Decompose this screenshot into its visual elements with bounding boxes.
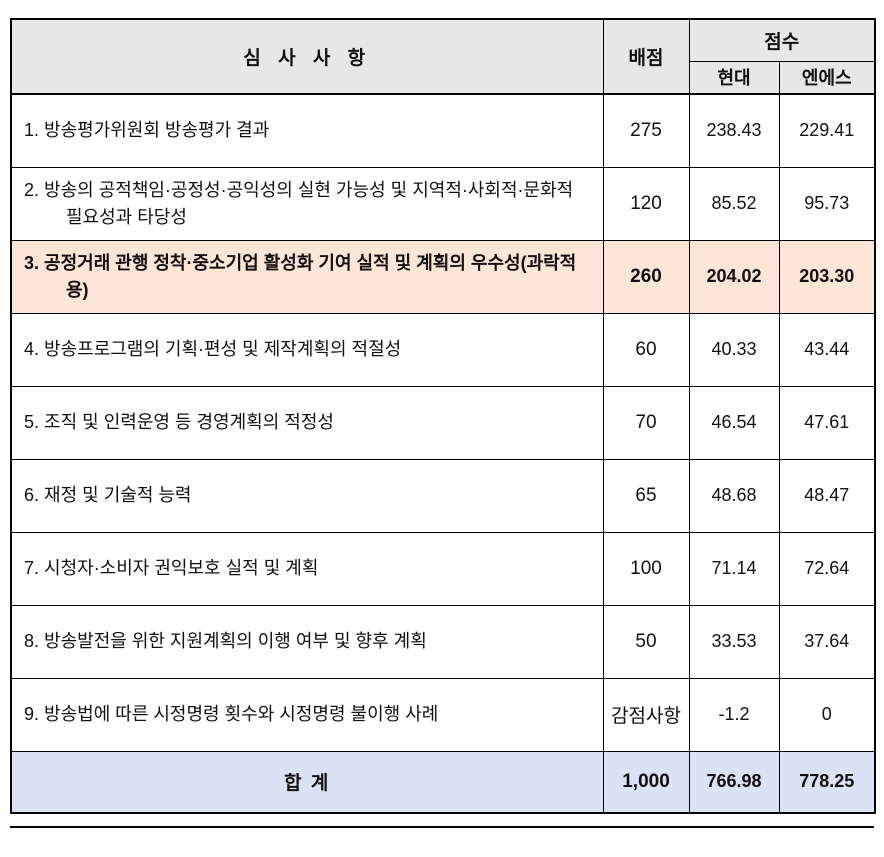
bottom-double-rule: [10, 826, 874, 828]
score-ns-cell: 95.73: [778, 166, 876, 241]
points-cell: 감점사항: [602, 677, 690, 752]
points-cell: 275: [602, 93, 690, 168]
criteria-cell: 4. 방송프로그램의 기획·편성 및 제작계획의 적절성: [10, 312, 604, 387]
criteria-cell: 2. 방송의 공적책임·공정성·공익성의 실현 가능성 및 지역적·사회적·문화…: [10, 166, 604, 241]
table-row: 2. 방송의 공적책임·공정성·공익성의 실현 가능성 및 지역적·사회적·문화…: [10, 166, 876, 241]
table-row: 7. 시청자·소비자 권익보호 실적 및 계획 100 71.14 72.64: [10, 531, 876, 606]
criteria-cell: 1. 방송평가위원회 방송평가 결과: [10, 93, 604, 168]
total-score-hyundai-cell: 766.98: [688, 750, 780, 814]
score-ns-cell: 72.64: [778, 531, 876, 606]
score-ns-cell: 48.47: [778, 458, 876, 533]
score-hyundai-cell: 48.68: [688, 458, 780, 533]
table-row: 4. 방송프로그램의 기획·편성 및 제작계획의 적절성 60 40.33 43.44: [10, 312, 876, 387]
header-points: 배점: [602, 18, 690, 95]
score-hyundai-cell: 238.43: [688, 93, 780, 168]
points-cell: 65: [602, 458, 690, 533]
points-cell: 70: [602, 385, 690, 460]
criteria-cell: 6. 재정 및 기술적 능력: [10, 458, 604, 533]
points-cell: 120: [602, 166, 690, 241]
table-header: 심 사 사 항 배점 점수 현대 엔에스: [10, 18, 876, 95]
table-footer: 합 계 1,000 766.98 778.25: [10, 750, 876, 814]
score-hyundai-cell: 46.54: [688, 385, 780, 460]
evaluation-table: 심 사 사 항 배점 점수 현대 엔에스 1. 방송평가위원회 방송평가 결과 2…: [10, 18, 876, 814]
points-cell: 60: [602, 312, 690, 387]
header-criteria: 심 사 사 항: [10, 18, 604, 95]
score-hyundai-cell: 33.53: [688, 604, 780, 679]
score-ns-cell: 37.64: [778, 604, 876, 679]
score-hyundai-cell: -1.2: [688, 677, 780, 752]
score-ns-cell: 229.41: [778, 93, 876, 168]
criteria-cell: 3. 공정거래 관행 정착·중소기업 활성화 기여 실적 및 계획의 우수성(과…: [10, 239, 604, 314]
table-body: 1. 방송평가위원회 방송평가 결과 275 238.43 229.41 2. 방송의 …: [10, 93, 876, 752]
table-row: 8. 방송발전을 위한 지원계획의 이행 여부 및 향후 계획 50 33.53 37…: [10, 604, 876, 679]
criteria-cell: 7. 시청자·소비자 권익보호 실적 및 계획: [10, 531, 604, 606]
score-ns-cell: 47.61: [778, 385, 876, 460]
score-ns-cell: 43.44: [778, 312, 876, 387]
criteria-cell: 9. 방송법에 따른 시정명령 횟수와 시정명령 불이행 사례: [10, 677, 604, 752]
header-row-sub: 현대 엔에스: [11, 60, 876, 95]
table-row: 5. 조직 및 인력운영 등 경영계획의 적정성 70 46.54 47.61: [10, 385, 876, 460]
total-points-cell: 1,000: [602, 750, 690, 814]
table-row: 1. 방송평가위원회 방송평가 결과 275 238.43 229.41: [10, 93, 876, 168]
header-score: 점수: [688, 18, 876, 62]
points-cell: 50: [602, 604, 690, 679]
score-ns-cell: 203.30: [778, 239, 876, 314]
total-row: 합 계 1,000 766.98 778.25: [10, 750, 876, 814]
score-hyundai-cell: 85.52: [688, 166, 780, 241]
header-row-top: 심 사 사 항 배점 점수: [10, 18, 876, 95]
table-row: 6. 재정 및 기술적 능력 65 48.68 48.47: [10, 458, 876, 533]
criteria-cell: 5. 조직 및 인력운영 등 경영계획의 적정성: [10, 385, 604, 460]
table-row: 9. 방송법에 따른 시정명령 횟수와 시정명령 불이행 사례 감점사항 -1.2 0: [10, 677, 876, 752]
table-row: 3. 공정거래 관행 정착·중소기업 활성화 기여 실적 및 계획의 우수성(과…: [10, 239, 876, 314]
score-ns-cell: 0: [778, 677, 876, 752]
criteria-cell: 8. 방송발전을 위한 지원계획의 이행 여부 및 향후 계획: [10, 604, 604, 679]
points-cell: 100: [602, 531, 690, 606]
header-score-hyundai: 현대: [688, 60, 780, 95]
points-cell: 260: [602, 239, 690, 314]
total-label: 합 계: [10, 750, 604, 814]
score-hyundai-cell: 40.33: [688, 312, 780, 387]
score-hyundai-cell: 204.02: [688, 239, 780, 314]
header-score-ns: 엔에스: [778, 60, 876, 95]
score-hyundai-cell: 71.14: [688, 531, 780, 606]
total-score-ns-cell: 778.25: [778, 750, 876, 814]
